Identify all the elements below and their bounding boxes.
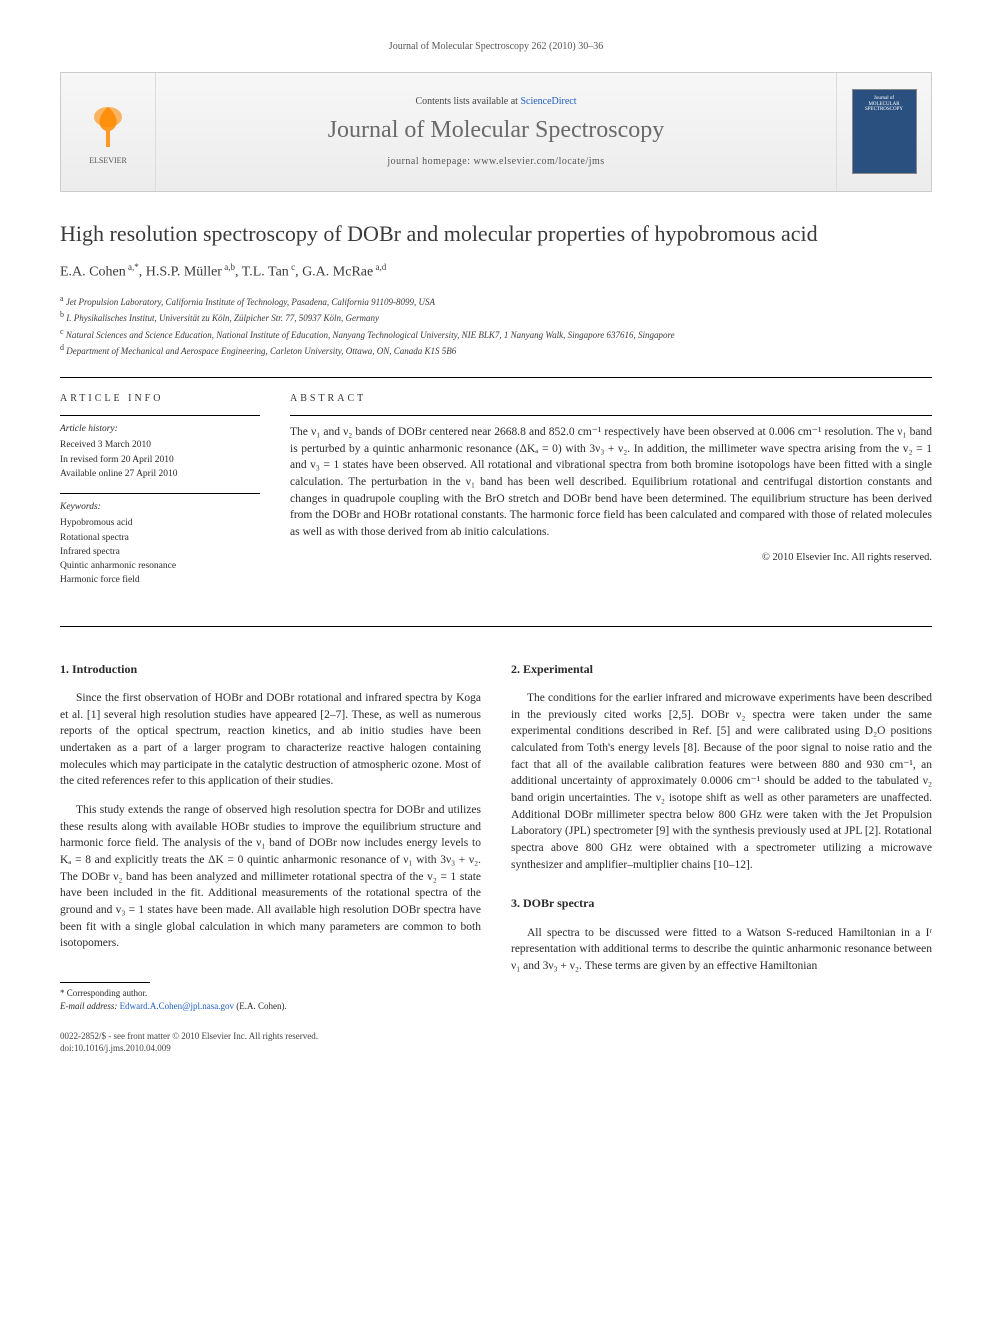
article-title: High resolution spectroscopy of DOBr and… [60, 220, 932, 248]
intro-paragraph-2: This study extends the range of observed… [60, 802, 481, 952]
cover-thumb-cell: Journal of MOLECULAR SPECTROSCOPY [836, 73, 931, 191]
journal-homepage: journal homepage: www.elsevier.com/locat… [387, 155, 604, 169]
history-line: Available online 27 April 2010 [60, 467, 260, 481]
affiliation-line: a Jet Propulsion Laboratory, California … [60, 293, 932, 310]
history-line: Received 3 March 2010 [60, 438, 260, 452]
abstract-column: ABSTRACT The ν₁ and ν₂ bands of DOBr cen… [290, 392, 932, 600]
history-label: Article history: [60, 422, 260, 436]
email-line: E-mail address: Edward.A.Cohen@jpl.nasa.… [60, 1000, 481, 1013]
corresponding-author-footnote: * Corresponding author. E-mail address: … [60, 987, 481, 1012]
divider [60, 377, 932, 378]
section-heading-experimental: 2. Experimental [511, 661, 932, 678]
keyword: Harmonic force field [60, 573, 260, 587]
keywords-label: Keywords: [60, 500, 260, 514]
history-line: In revised form 20 April 2010 [60, 453, 260, 467]
info-abstract-row: ARTICLE INFO Article history: Received 3… [60, 392, 932, 600]
info-divider [60, 415, 260, 416]
keyword: Infrared spectra [60, 545, 260, 559]
footer-left: 0022-2852/$ - see front matter © 2010 El… [60, 1030, 318, 1054]
sciencedirect-link[interactable]: ScienceDirect [520, 96, 576, 107]
elsevier-tree-logo: ELSEVIER [78, 97, 138, 167]
spectra-paragraph-1: All spectra to be discussed were fitted … [511, 925, 932, 975]
homepage-label: journal homepage: [387, 156, 473, 167]
left-column: 1. Introduction Since the first observat… [60, 657, 481, 1013]
right-column: 2. Experimental The conditions for the e… [511, 657, 932, 1013]
journal-name: Journal of Molecular Spectroscopy [328, 114, 665, 146]
svg-text:ELSEVIER: ELSEVIER [89, 156, 127, 165]
journal-reference-header: Journal of Molecular Spectroscopy 262 (2… [60, 40, 932, 54]
abstract-head: ABSTRACT [290, 392, 932, 406]
abstract-divider [290, 415, 932, 416]
homepage-url: www.elsevier.com/locate/jms [474, 156, 605, 167]
page-footer: 0022-2852/$ - see front matter © 2010 El… [60, 1030, 932, 1054]
divider [60, 626, 932, 627]
footnote-rule [60, 982, 150, 983]
affiliation-line: c Natural Sciences and Science Education… [60, 326, 932, 343]
abstract-copyright: © 2010 Elsevier Inc. All rights reserved… [290, 551, 932, 565]
intro-paragraph-1: Since the first observation of HOBr and … [60, 690, 481, 790]
article-info-column: ARTICLE INFO Article history: Received 3… [60, 392, 260, 600]
body-two-column: 1. Introduction Since the first observat… [60, 657, 932, 1013]
author-list: E.A. Cohen a,*, H.S.P. Müller a,b, T.L. … [60, 261, 932, 283]
cover-line3: SPECTROSCOPY [865, 107, 903, 113]
journal-banner: ELSEVIER Contents lists available at Sci… [60, 72, 932, 192]
journal-cover-thumbnail: Journal of MOLECULAR SPECTROSCOPY [852, 89, 917, 174]
banner-center: Contents lists available at ScienceDirec… [156, 73, 836, 191]
email-label: E-mail address: [60, 1001, 120, 1011]
experimental-paragraph-1: The conditions for the earlier infrared … [511, 690, 932, 873]
keyword: Rotational spectra [60, 531, 260, 545]
contents-list-line: Contents lists available at ScienceDirec… [415, 95, 576, 109]
contents-text: Contents lists available at [415, 96, 520, 107]
keyword: Hypobromous acid [60, 516, 260, 530]
affiliation-line: b I. Physikalisches Institut, Universitä… [60, 309, 932, 326]
keywords-block: Keywords: Hypobromous acid Rotational sp… [60, 500, 260, 588]
article-history-block: Article history: Received 3 March 2010 I… [60, 422, 260, 481]
publisher-logo-cell: ELSEVIER [61, 73, 156, 191]
footer-doi: doi:10.1016/j.jms.2010.04.009 [60, 1042, 318, 1054]
footer-front-matter: 0022-2852/$ - see front matter © 2010 El… [60, 1030, 318, 1042]
section-heading-intro: 1. Introduction [60, 661, 481, 678]
email-suffix: (E.A. Cohen). [234, 1001, 287, 1011]
abstract-text: The ν₁ and ν₂ bands of DOBr centered nea… [290, 424, 932, 541]
info-divider [60, 493, 260, 494]
article-info-head: ARTICLE INFO [60, 392, 260, 406]
corr-label: * Corresponding author. [60, 987, 481, 1000]
affiliation-line: d Department of Mechanical and Aerospace… [60, 342, 932, 359]
email-link[interactable]: Edward.A.Cohen@jpl.nasa.gov [120, 1001, 234, 1011]
affiliations: a Jet Propulsion Laboratory, California … [60, 293, 932, 359]
section-heading-spectra: 3. DOBr spectra [511, 895, 932, 912]
keyword: Quintic anharmonic resonance [60, 559, 260, 573]
